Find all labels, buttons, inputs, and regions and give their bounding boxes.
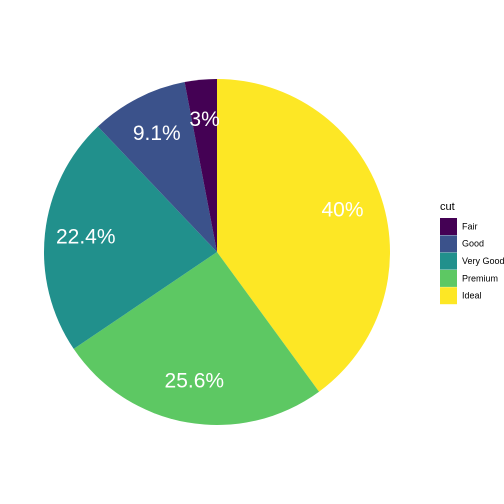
legend-key (440, 235, 457, 253)
pie-slice (184, 79, 217, 252)
pie-slice (97, 82, 217, 253)
legend-title: cut (440, 201, 455, 213)
legend-key (440, 269, 457, 287)
legend-label: Good (462, 239, 484, 249)
slice-label: 3% (189, 108, 219, 131)
pie-slice (217, 79, 390, 392)
pie-slice (73, 252, 320, 425)
legend-label: Ideal (462, 291, 482, 301)
slice-label: 22.4% (56, 225, 116, 248)
legend-key (440, 218, 457, 235)
pie-slice (44, 126, 218, 349)
legend-label: Premium (462, 273, 498, 283)
legend-label: Very Good (462, 256, 504, 266)
legend-key (440, 252, 457, 270)
slice-label: 25.6% (165, 370, 225, 393)
slice-label: 9.1% (133, 122, 181, 145)
legend-key (440, 287, 457, 305)
legend-label: Fair (462, 221, 478, 231)
slice-label: 40% (321, 199, 363, 222)
